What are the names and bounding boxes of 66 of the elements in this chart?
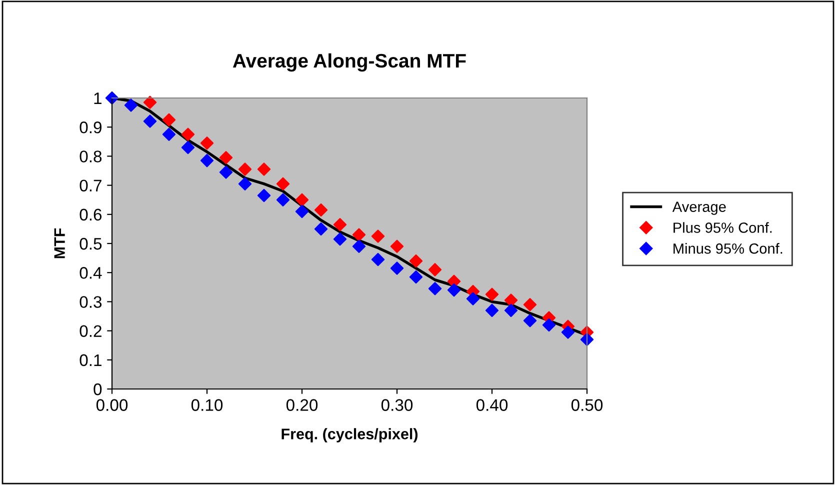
point [523,298,537,312]
point [181,140,195,154]
point [238,162,252,176]
point [257,162,271,176]
y-tick-label: 1 [94,92,102,104]
point [200,154,214,168]
x-tick-label: 0.20 [286,399,318,411]
y-tick-label: 0.6 [80,208,102,221]
point [295,204,309,218]
x-tick-label: 0.40 [476,399,508,411]
point [124,98,138,112]
point [276,177,290,190]
point [257,188,271,202]
point [409,270,423,284]
point [409,254,423,268]
point [390,262,404,275]
point [162,128,176,141]
point [504,304,518,318]
y-tick-label: 0.2 [80,325,102,338]
y-tick-label: 0.9 [80,122,102,134]
legend-label: Minus 95% Conf. [674,243,782,254]
point [333,232,347,246]
y-tick-label: 0.1 [80,354,102,366]
point [371,252,385,266]
point [561,326,575,339]
point [333,218,347,232]
point [219,151,233,164]
point [238,177,252,190]
point [143,114,157,128]
point [371,230,385,243]
chart-title: Average Along-Scan MTF [232,53,466,72]
y-tick-label: 0.4 [80,267,102,279]
x-tick-label: 0.00 [96,399,128,411]
point [504,294,518,307]
point [352,228,366,242]
point [447,283,461,297]
x-tick-label: 0.10 [191,399,223,411]
point [162,113,176,126]
point [466,292,480,306]
point [314,203,328,217]
point [295,193,309,206]
point [542,318,556,332]
point [428,263,442,276]
point [485,288,499,302]
x-axis-title: Freq. (cycles/pixel) [282,428,418,442]
point [523,314,537,328]
point [219,166,233,179]
y-tick-label: 0.3 [80,296,102,308]
point [428,282,442,296]
point [314,222,328,236]
point [352,240,366,253]
y-tick-label: 0 [94,383,102,396]
x-tick-label: 0.30 [381,399,413,411]
legend-label: Average [672,202,726,215]
point [390,240,404,253]
y-axis-title: MTF [54,228,65,258]
point [200,136,214,150]
y-tick-label: 0.8 [80,150,102,162]
point [181,128,195,141]
point [143,96,157,109]
legend-label: Plus 95% Conf. [674,222,772,233]
y-tick-label: 0.5 [80,238,102,250]
point [485,304,499,318]
y-tick-label: 0.7 [80,180,102,192]
point [276,193,290,206]
x-tick-label: 0.50 [571,399,603,411]
